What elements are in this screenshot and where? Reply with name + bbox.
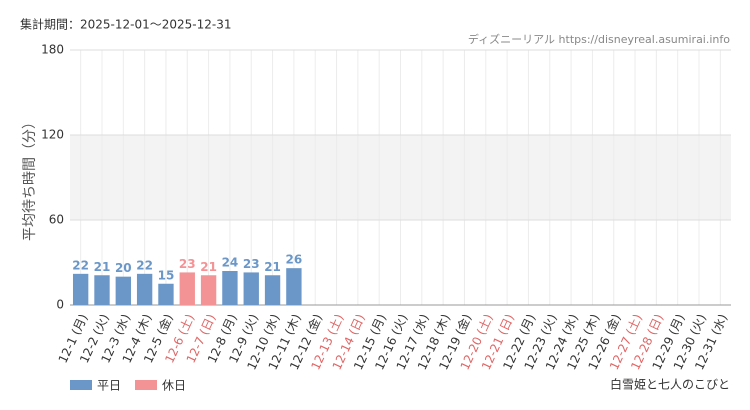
source: ディズニーリアル https://disneyreal.asumirai.inf… bbox=[468, 32, 730, 46]
value-label: 26 bbox=[286, 253, 303, 267]
bar bbox=[200, 275, 217, 305]
bar bbox=[179, 272, 195, 305]
value-label: 23 bbox=[243, 257, 260, 271]
bar bbox=[72, 273, 89, 305]
bar bbox=[222, 271, 238, 305]
value-label: 21 bbox=[94, 260, 111, 274]
y-tick-label: 180 bbox=[41, 43, 64, 57]
bar bbox=[136, 273, 153, 305]
y-tick-label: 60 bbox=[49, 213, 64, 227]
bar bbox=[264, 275, 281, 305]
y-tick-label: 0 bbox=[56, 298, 64, 312]
period: 集計期間：2025-12-01～2025-12-31 bbox=[20, 17, 231, 32]
value-label: 22 bbox=[136, 258, 153, 272]
bar bbox=[158, 283, 174, 305]
value-label: 22 bbox=[72, 258, 89, 272]
value-label: 21 bbox=[200, 260, 217, 274]
legend-swatch bbox=[70, 380, 92, 390]
bar bbox=[243, 272, 259, 305]
value-label: 24 bbox=[222, 256, 239, 270]
legend-label: 平日 bbox=[97, 379, 121, 393]
bar bbox=[115, 276, 131, 305]
bar bbox=[286, 268, 302, 305]
value-label: 23 bbox=[179, 257, 196, 271]
bar bbox=[94, 275, 110, 305]
legend-swatch bbox=[135, 380, 157, 390]
y-axis-label: 平均待ち時間（分） bbox=[22, 115, 38, 241]
legend-label: 休日 bbox=[162, 379, 186, 393]
value-label: 20 bbox=[115, 261, 132, 275]
attraction: 白雪姫と七人のこびと bbox=[610, 377, 730, 392]
value-label: 15 bbox=[158, 268, 175, 282]
y-tick-label: 120 bbox=[41, 128, 64, 142]
value-label: 21 bbox=[264, 260, 281, 274]
